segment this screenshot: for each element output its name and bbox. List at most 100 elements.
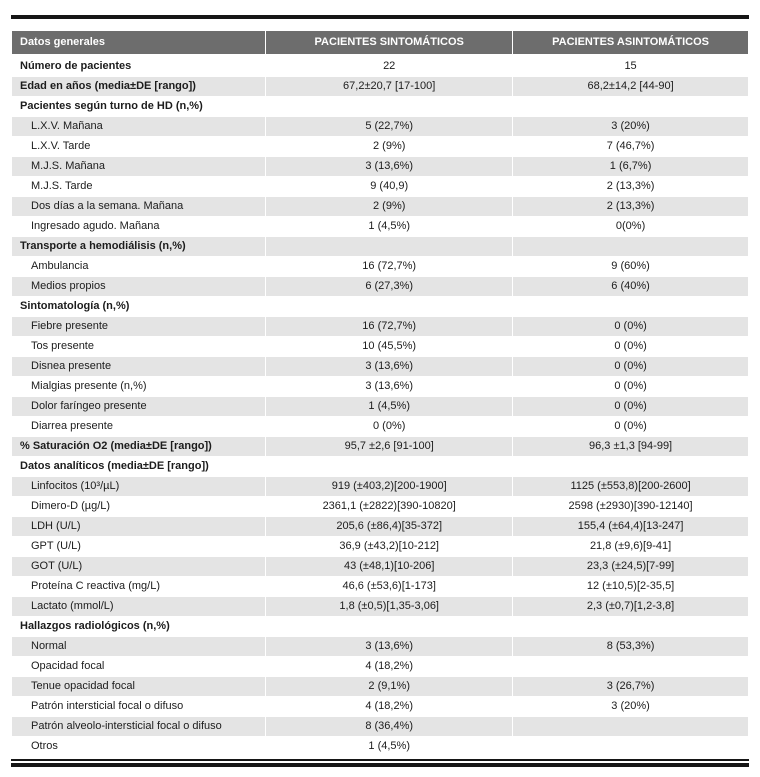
table-row: Dos días a la semana. Mañana 2 (9%) 2 (13,… bbox=[10, 196, 749, 217]
table-row: Dolor faríngeo presente 1 (4,5%) 0 (0%) bbox=[10, 396, 749, 417]
symptomatic-value: 205,6 (±86,4)[35-372] bbox=[265, 516, 514, 537]
table-row: Hallazgos radiológicos (n,%) bbox=[10, 616, 749, 637]
symptomatic-value: 2 (9,1%) bbox=[265, 676, 514, 697]
table-row: % Saturación O2 (media±DE [rango]) 95,7 ±… bbox=[10, 436, 749, 457]
symptomatic-value bbox=[265, 456, 514, 477]
asymptomatic-value: 1125 (±553,8)[200-2600] bbox=[512, 476, 749, 497]
row-label: Datos analíticos (media±DE [rango]) bbox=[10, 456, 267, 477]
row-label: Lactato (mmol/L) bbox=[10, 596, 267, 617]
symptomatic-value: 95,7 ±2,6 [91-100] bbox=[265, 436, 514, 457]
asymptomatic-value: 0 (0%) bbox=[512, 396, 749, 417]
asymptomatic-value: 2 (13,3%) bbox=[512, 196, 749, 217]
asymptomatic-value: 21,8 (±9,6)[9-41] bbox=[512, 536, 749, 557]
symptomatic-value: 2 (9%) bbox=[265, 136, 514, 157]
row-label: Tos presente bbox=[10, 336, 267, 357]
row-label: Diarrea presente bbox=[10, 416, 267, 437]
general-data-table: Datos generales PACIENTES SINTOMÁTICOS P… bbox=[10, 30, 749, 757]
table-row: Linfocitos (10³/µL) 919 (±403,2)[200-1900… bbox=[10, 476, 749, 497]
asymptomatic-value: 0 (0%) bbox=[512, 316, 749, 337]
symptomatic-value: 36,9 (±43,2)[10-212] bbox=[265, 536, 514, 557]
table-row: L.X.V. Mañana 5 (22,7%) 3 (20%) bbox=[10, 116, 749, 137]
symptomatic-value: 6 (27,3%) bbox=[265, 276, 514, 297]
column-header-pacientes-asintomaticos: PACIENTES ASINTOMÁTICOS bbox=[512, 30, 749, 57]
symptomatic-value: 5 (22,7%) bbox=[265, 116, 514, 137]
row-label: Número de pacientes bbox=[10, 55, 267, 77]
asymptomatic-value: 0(0%) bbox=[512, 216, 749, 237]
row-label: Medios propios bbox=[10, 276, 267, 297]
table-row: LDH (U/L) 205,6 (±86,4)[35-372] 155,4 (±64… bbox=[10, 516, 749, 537]
row-label: Sintomatología (n,%) bbox=[10, 296, 267, 317]
row-label: Dolor faríngeo presente bbox=[10, 396, 267, 417]
symptomatic-value: 4 (18,2%) bbox=[265, 696, 514, 717]
column-header-datos-generales: Datos generales bbox=[10, 30, 267, 57]
asymptomatic-value: 68,2±14,2 [44-90] bbox=[512, 76, 749, 97]
symptomatic-value: 43 (±48,1)[10-206] bbox=[265, 556, 514, 577]
bottom-rule-thick bbox=[11, 763, 749, 767]
symptomatic-value: 9 (40,9) bbox=[265, 176, 514, 197]
asymptomatic-value: 2,3 (±0,7)[1,2-3,8] bbox=[512, 596, 749, 617]
row-label: Patrón intersticial focal o difuso bbox=[10, 696, 267, 717]
table-row: Diarrea presente 0 (0%) 0 (0%) bbox=[10, 416, 749, 437]
row-label: Hallazgos radiológicos (n,%) bbox=[10, 616, 267, 637]
table-row: GPT (U/L) 36,9 (±43,2)[10-212] 21,8 (±9,6)… bbox=[10, 536, 749, 557]
asymptomatic-value bbox=[512, 96, 749, 117]
symptomatic-value: 16 (72,7%) bbox=[265, 316, 514, 337]
table-row: Mialgias presente (n,%) 3 (13,6%) 0 (0%) bbox=[10, 376, 749, 397]
symptomatic-value bbox=[265, 296, 514, 317]
asymptomatic-value: 3 (20%) bbox=[512, 696, 749, 717]
symptomatic-value: 0 (0%) bbox=[265, 416, 514, 437]
table-row: Ingresado agudo. Mañana 1 (4,5%) 0(0%) bbox=[10, 216, 749, 237]
asymptomatic-value: 6 (40%) bbox=[512, 276, 749, 297]
symptomatic-value: 3 (13,6%) bbox=[265, 376, 514, 397]
symptomatic-value: 2 (9%) bbox=[265, 196, 514, 217]
symptomatic-value bbox=[265, 616, 514, 637]
symptomatic-value: 46,6 (±53,6)[1-173] bbox=[265, 576, 514, 597]
asymptomatic-value: 3 (20%) bbox=[512, 116, 749, 137]
row-label: % Saturación O2 (media±DE [rango]) bbox=[10, 436, 267, 457]
table-row: Número de pacientes 22 15 bbox=[10, 55, 749, 77]
table-row: Tenue opacidad focal 2 (9,1%) 3 (26,7%) bbox=[10, 676, 749, 697]
row-label: Ambulancia bbox=[10, 256, 267, 277]
table-row: Dimero-D (µg/L) 2361,1 (±2822)[390-10820]… bbox=[10, 496, 749, 517]
table-row: Ambulancia 16 (72,7%) 9 (60%) bbox=[10, 256, 749, 277]
symptomatic-value: 1 (4,5%) bbox=[265, 216, 514, 237]
symptomatic-value: 1,8 (±0,5)[1,35-3,06] bbox=[265, 596, 514, 617]
row-label: LDH (U/L) bbox=[10, 516, 267, 537]
table-row: Fiebre presente 16 (72,7%) 0 (0%) bbox=[10, 316, 749, 337]
bottom-rule-thin bbox=[11, 759, 749, 761]
table-row: Proteína C reactiva (mg/L) 46,6 (±53,6)[1… bbox=[10, 576, 749, 597]
symptomatic-value: 3 (13,6%) bbox=[265, 156, 514, 177]
row-label: L.X.V. Tarde bbox=[10, 136, 267, 157]
asymptomatic-value bbox=[512, 716, 749, 737]
symptomatic-value: 1 (4,5%) bbox=[265, 396, 514, 417]
table-row: L.X.V. Tarde 2 (9%) 7 (46,7%) bbox=[10, 136, 749, 157]
row-label: Otros bbox=[10, 736, 267, 757]
table-row: GOT (U/L) 43 (±48,1)[10-206] 23,3 (±24,5)[… bbox=[10, 556, 749, 577]
asymptomatic-value: 0 (0%) bbox=[512, 416, 749, 437]
asymptomatic-value: 0 (0%) bbox=[512, 356, 749, 377]
table-row: Patrón intersticial focal o difuso 4 (18,… bbox=[10, 696, 749, 717]
symptomatic-value bbox=[265, 96, 514, 117]
table-row: Medios propios 6 (27,3%) 6 (40%) bbox=[10, 276, 749, 297]
asymptomatic-value: 2598 (±2930)[390-12140] bbox=[512, 496, 749, 517]
table-body: Número de pacientes 22 15 Edad en años (med… bbox=[10, 55, 749, 757]
symptomatic-value: 4 (18,2%) bbox=[265, 656, 514, 677]
row-label: Mialgias presente (n,%) bbox=[10, 376, 267, 397]
asymptomatic-value bbox=[512, 296, 749, 317]
asymptomatic-value: 0 (0%) bbox=[512, 376, 749, 397]
asymptomatic-value: 8 (53,3%) bbox=[512, 636, 749, 657]
asymptomatic-value: 15 bbox=[512, 55, 749, 77]
column-header-pacientes-sintomaticos: PACIENTES SINTOMÁTICOS bbox=[265, 30, 514, 57]
row-label: GOT (U/L) bbox=[10, 556, 267, 577]
row-label: Edad en años (media±DE [rango]) bbox=[10, 76, 267, 97]
row-label: Normal bbox=[10, 636, 267, 657]
table-header: Datos generales PACIENTES SINTOMÁTICOS P… bbox=[10, 30, 749, 57]
table-row: Tos presente 10 (45,5%) 0 (0%) bbox=[10, 336, 749, 357]
asymptomatic-value: 7 (46,7%) bbox=[512, 136, 749, 157]
row-label: L.X.V. Mañana bbox=[10, 116, 267, 137]
table-row: Edad en años (media±DE [rango]) 67,2±20,7… bbox=[10, 76, 749, 97]
table-row: Opacidad focal 4 (18,2%) bbox=[10, 656, 749, 677]
table-row: Sintomatología (n,%) bbox=[10, 296, 749, 317]
table-row: Lactato (mmol/L) 1,8 (±0,5)[1,35-3,06] 2,3… bbox=[10, 596, 749, 617]
